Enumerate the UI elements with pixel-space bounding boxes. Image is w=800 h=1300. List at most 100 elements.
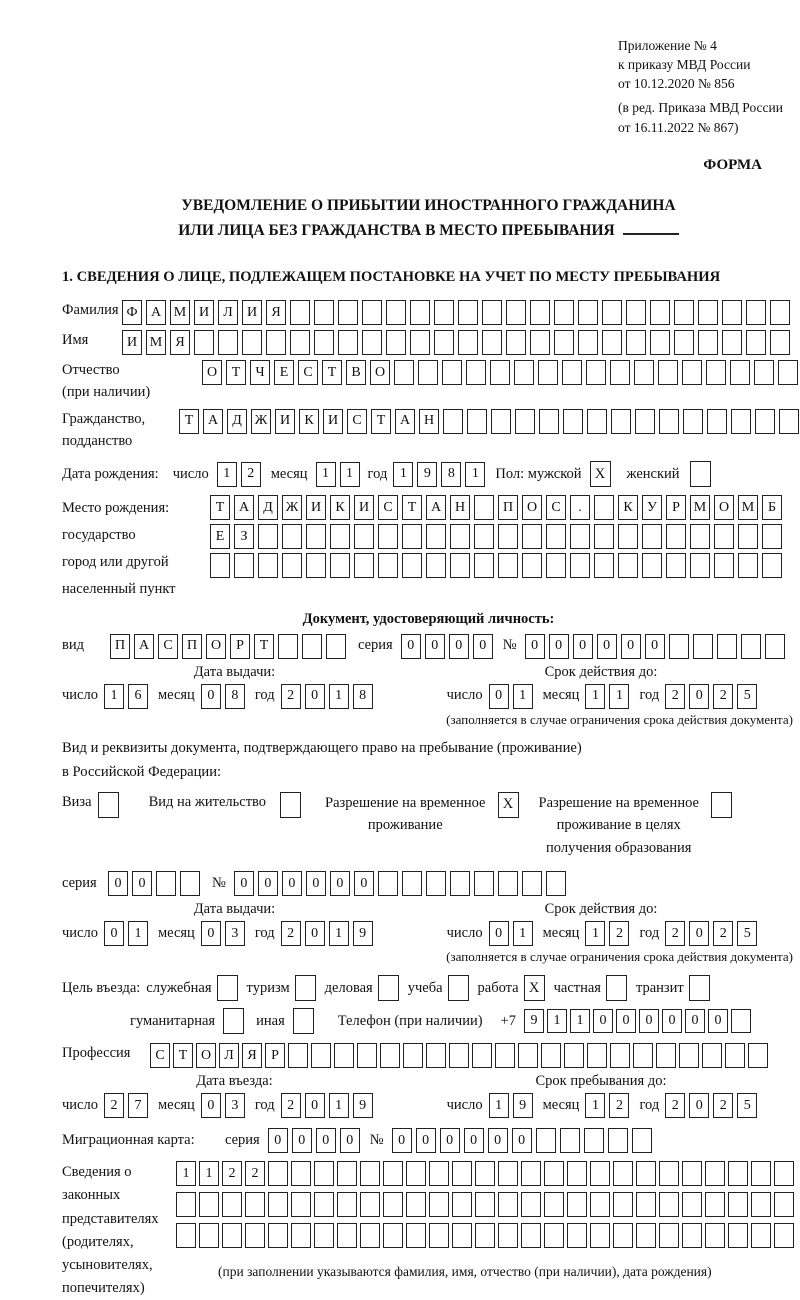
char-cell[interactable]: 1 (315, 461, 336, 487)
char-cell[interactable]: М (738, 495, 758, 521)
char-cell[interactable]: О (206, 633, 226, 659)
char-cell[interactable]: 5 (737, 921, 758, 947)
char-cell[interactable] (176, 1192, 196, 1218)
char-cell[interactable] (491, 408, 511, 434)
char-cell[interactable]: Т (173, 1043, 193, 1069)
char-cell[interactable]: 1 (393, 461, 414, 487)
char-cell[interactable]: У (642, 495, 662, 521)
char-cell[interactable] (383, 1223, 403, 1249)
char-cell[interactable] (692, 633, 713, 659)
char-cell[interactable]: 0 (329, 871, 350, 897)
char-cell[interactable] (452, 1161, 472, 1187)
char-cell[interactable] (607, 1128, 628, 1154)
char-cell[interactable]: 9 (512, 1093, 533, 1119)
char-cell[interactable] (578, 300, 598, 326)
char-cell[interactable] (636, 1223, 656, 1249)
char-cell[interactable] (634, 360, 654, 386)
char-cell[interactable] (730, 1009, 751, 1034)
char-cell[interactable] (731, 408, 751, 434)
char-cell[interactable] (362, 330, 382, 356)
char-cell[interactable]: 1 (585, 1093, 606, 1119)
char-cell[interactable] (659, 1223, 679, 1249)
char-cell[interactable] (290, 300, 310, 326)
char-cell[interactable] (378, 553, 398, 579)
char-cell[interactable]: Д (258, 495, 278, 521)
char-cell[interactable]: 2 (240, 461, 261, 487)
char-cell[interactable]: И (242, 300, 262, 326)
char-cell[interactable] (578, 330, 598, 356)
char-cell[interactable] (626, 330, 646, 356)
char-cell[interactable] (594, 495, 614, 521)
char-cell[interactable] (746, 330, 766, 356)
char-cell[interactable] (506, 330, 526, 356)
char-cell[interactable]: 1 (328, 683, 349, 709)
char-cell[interactable]: И (122, 330, 142, 356)
char-cell[interactable] (338, 300, 358, 326)
char-cell[interactable] (490, 360, 510, 386)
char-cell[interactable] (755, 408, 775, 434)
char-cell[interactable] (587, 1043, 607, 1069)
char-cell[interactable] (570, 524, 590, 550)
char-cell[interactable] (360, 1223, 380, 1249)
char-cell[interactable]: О (714, 495, 734, 521)
char-cell[interactable] (659, 408, 679, 434)
char-cell[interactable]: 0 (305, 871, 326, 897)
char-cell[interactable] (278, 633, 298, 659)
char-cell[interactable] (530, 330, 550, 356)
char-cell[interactable] (706, 360, 726, 386)
char-cell[interactable]: Т (371, 408, 391, 434)
char-cell[interactable] (762, 553, 782, 579)
char-cell[interactable] (590, 1192, 610, 1218)
char-cell[interactable] (544, 1161, 564, 1187)
char-cell[interactable]: 9 (352, 1093, 373, 1119)
char-cell[interactable] (690, 553, 710, 579)
char-cell[interactable]: Я (242, 1043, 262, 1069)
char-cell[interactable] (434, 300, 454, 326)
char-cell[interactable] (545, 871, 566, 897)
char-cell[interactable]: 9 (523, 1009, 544, 1034)
char-cell[interactable]: М (146, 330, 166, 356)
char-cell[interactable]: 8 (352, 683, 373, 709)
char-cell[interactable] (426, 553, 446, 579)
char-cell[interactable] (290, 330, 310, 356)
char-cell[interactable] (383, 1192, 403, 1218)
char-cell[interactable]: 1 (199, 1161, 219, 1187)
char-cell[interactable] (668, 633, 689, 659)
char-cell[interactable] (613, 1223, 633, 1249)
char-cell[interactable] (199, 1223, 219, 1249)
char-cell[interactable] (268, 1223, 288, 1249)
char-cell[interactable] (337, 1223, 357, 1249)
char-cell[interactable]: С (347, 408, 367, 434)
char-cell[interactable] (642, 553, 662, 579)
char-cell[interactable] (751, 1192, 771, 1218)
char-cell[interactable] (770, 300, 790, 326)
char-cell[interactable] (754, 360, 774, 386)
char-cell[interactable]: А (395, 408, 415, 434)
temp-residence-checkbox[interactable]: X (497, 791, 519, 818)
char-cell[interactable] (613, 1161, 633, 1187)
char-cell[interactable] (774, 1161, 794, 1187)
char-cell[interactable] (282, 524, 302, 550)
char-cell[interactable]: П (182, 633, 202, 659)
char-cell[interactable] (288, 1043, 308, 1069)
char-cell[interactable]: 0 (103, 921, 124, 947)
char-cell[interactable]: 3 (224, 1093, 245, 1119)
char-cell[interactable]: 0 (200, 1093, 221, 1119)
char-cell[interactable]: 0 (132, 871, 152, 897)
char-cell[interactable] (383, 1161, 403, 1187)
char-cell[interactable]: Я (266, 300, 286, 326)
visa-checkbox[interactable] (97, 791, 119, 818)
char-cell[interactable] (210, 553, 230, 579)
char-cell[interactable] (674, 330, 694, 356)
char-cell[interactable]: С (158, 633, 178, 659)
char-cell[interactable]: 0 (661, 1009, 682, 1034)
char-cell[interactable] (564, 1043, 584, 1069)
residence-permit-checkbox[interactable] (280, 791, 302, 818)
char-cell[interactable]: И (275, 408, 295, 434)
char-cell[interactable]: 0 (391, 1128, 412, 1154)
char-cell[interactable]: И (354, 495, 374, 521)
char-cell[interactable] (774, 1223, 794, 1249)
char-cell[interactable]: 0 (339, 1128, 360, 1154)
char-cell[interactable] (748, 1043, 768, 1069)
char-cell[interactable] (521, 1192, 541, 1218)
